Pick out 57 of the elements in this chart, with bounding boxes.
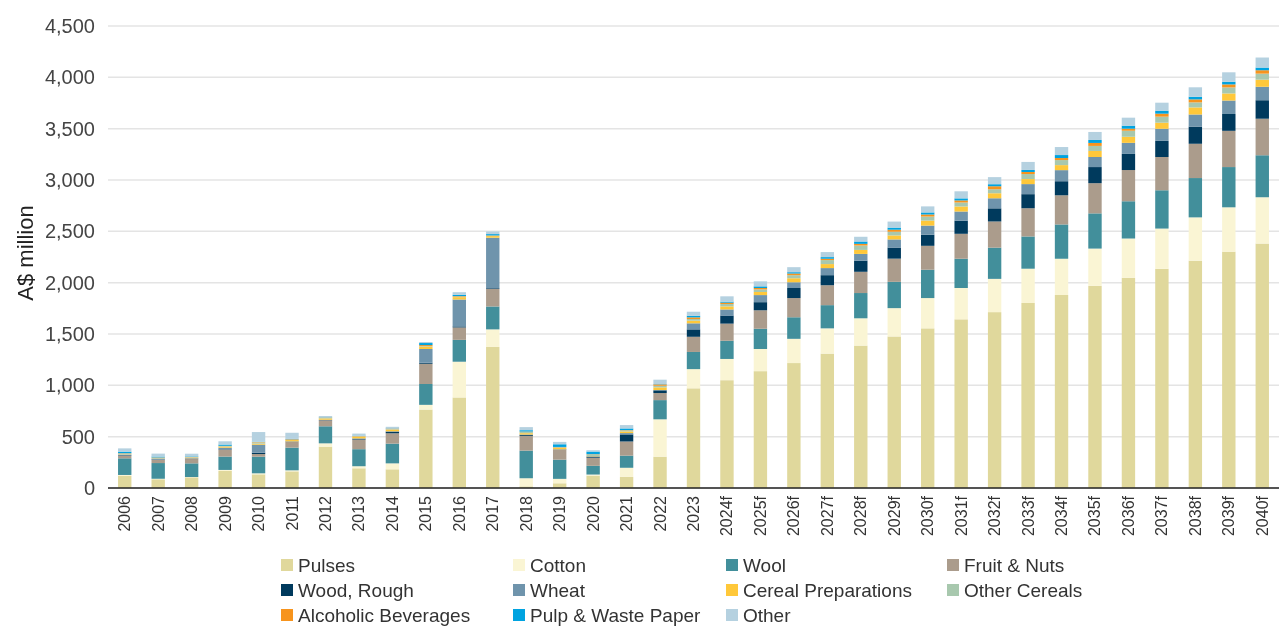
x-tick-label: 2035f — [1086, 495, 1104, 537]
x-tick-label: 2036f — [1119, 495, 1137, 537]
x-tick-label: 2025f — [751, 495, 769, 537]
x-tick-label: 2037f — [1153, 495, 1171, 537]
legend-label: Other Cereals — [964, 579, 1083, 601]
legend-label: Alcoholic Beverages — [298, 604, 471, 626]
x-tick-label: 2010 — [250, 495, 268, 532]
x-tick-label: 2006 — [116, 495, 134, 532]
x-tick-label: 2020 — [584, 495, 602, 532]
x-tick-label: 2012 — [316, 495, 334, 532]
x-tick-label: 2038f — [1186, 495, 1204, 537]
x-tick-label: 2029f — [885, 495, 903, 537]
x-tick-label: 2028f — [852, 495, 870, 537]
y-axis-title: A$ million — [12, 205, 38, 301]
legend-label: Wood, Rough — [298, 579, 414, 601]
x-tick-label: 2007 — [149, 495, 167, 532]
legend-label: Other — [743, 604, 792, 626]
x-tick-label: 2019 — [551, 495, 569, 532]
x-tick-label: 2008 — [183, 495, 201, 532]
x-tick-label: 2023 — [685, 495, 702, 532]
y-tick-label: 2,500 — [44, 220, 95, 243]
x-tick-label: 2011 — [283, 495, 301, 531]
x-tick-label: 2027f — [818, 495, 836, 537]
y-tick-label: 1,500 — [44, 323, 95, 345]
legend-label: Wool — [743, 554, 786, 576]
y-tick-label: 500 — [61, 425, 95, 448]
y-tick-label: 4,000 — [44, 66, 95, 89]
x-tick-label: 2034f — [1053, 495, 1071, 537]
legend-label: Cereal Preparations — [743, 579, 912, 601]
x-tick-label: 2022 — [651, 495, 669, 532]
y-tick-label: 2,000 — [44, 271, 95, 294]
x-tick-label: 2033f — [1019, 495, 1037, 537]
x-tick-label: 2016 — [450, 495, 468, 532]
x-tick-label: 2014 — [383, 495, 401, 532]
x-tick-label: 2039f — [1220, 495, 1238, 537]
x-tick-label: 2021 — [618, 495, 636, 532]
x-tick-label: 2009 — [216, 495, 234, 532]
y-tick-label: 1,000 — [44, 374, 95, 397]
y-tick-label: 0 — [83, 477, 95, 499]
legend-label: Fruit & Nuts — [964, 554, 1065, 576]
y-tick-label: 3,000 — [44, 169, 95, 191]
x-tick-label: 2040f — [1253, 495, 1271, 537]
legend-label: Pulp & Waste Paper — [530, 604, 702, 626]
legend-label: Pulses — [298, 554, 356, 576]
x-tick-label: 2031f — [952, 495, 970, 537]
x-tick-label: 2026f — [785, 495, 803, 537]
x-tick-label: 2013 — [350, 495, 368, 532]
legend-label: Wheat — [530, 579, 586, 601]
x-tick-label: 2015 — [417, 495, 435, 532]
x-tick-label: 2030f — [919, 495, 937, 537]
y-tick-label: 4,500 — [44, 15, 95, 37]
x-tick-label: 2017 — [484, 495, 502, 532]
x-tick-label: 2032f — [986, 495, 1004, 537]
y-tick-label: 3,500 — [44, 117, 95, 140]
x-tick-label: 2018 — [517, 495, 535, 532]
legend-label: Cotton — [530, 554, 586, 576]
x-tick-label: 2024f — [718, 495, 736, 537]
